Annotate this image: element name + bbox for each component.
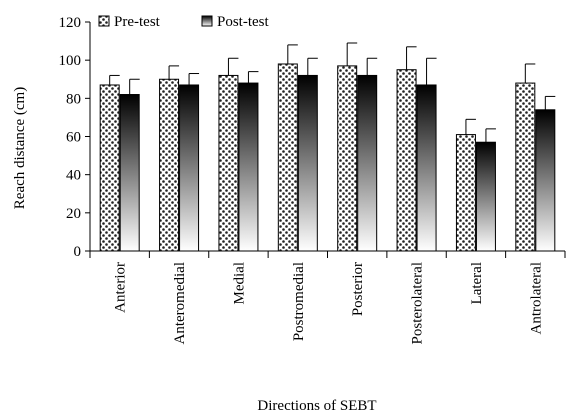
bar-pre-test-postromedial xyxy=(277,63,298,252)
bar-post-test-posterolateral xyxy=(416,84,437,252)
bar-pre-test-lateral xyxy=(455,134,476,252)
category-label-anteromedial: Anteromedial xyxy=(172,262,188,344)
bar-post-test-lateral xyxy=(475,141,496,252)
legend-label-pre-test: Pre-test xyxy=(114,14,161,30)
legend-label-post-test: Post-test xyxy=(217,14,270,30)
bar-post-test-anterior xyxy=(119,94,140,252)
y-axis-ticks: 0 20 40 60 80 100 120 xyxy=(59,15,90,260)
bar-pre-test-antrolateral xyxy=(515,82,536,252)
bar-post-test-postromedial xyxy=(297,74,318,252)
bar-post-test-posterior xyxy=(357,74,378,252)
bar-pre-test-posterolateral xyxy=(396,69,417,252)
y-tick-label: 100 xyxy=(59,53,82,69)
category-label-antrolateral: Antrolateral xyxy=(528,262,544,334)
category-label-posterolateral: Posterolateral xyxy=(410,262,426,344)
category-label-postromedial: Postromedial xyxy=(291,262,307,341)
x-axis-ticks xyxy=(89,251,566,258)
category-label-anterior: Anterior xyxy=(113,262,129,313)
error-bars-layer xyxy=(109,42,556,143)
y-tick-label: 120 xyxy=(59,15,82,31)
bar-post-test-antrolateral xyxy=(535,109,556,252)
category-label-medial: Medial xyxy=(231,262,247,305)
legend-swatch-post-test xyxy=(201,15,213,27)
legend-swatch-pre-test xyxy=(98,15,110,27)
category-labels: Anterior Anteromedial Medial Postromedial Po… xyxy=(113,262,545,344)
x-axis-title: Directions of SEBT xyxy=(257,398,376,414)
category-label-posterior: Posterior xyxy=(350,262,366,316)
y-axis-title: Reach distance (cm) xyxy=(12,87,28,209)
bar-pre-test-medial xyxy=(218,74,239,252)
legend: Pre-test Post-test xyxy=(98,14,270,30)
y-tick-label: 20 xyxy=(66,206,81,222)
y-tick-label: 80 xyxy=(66,91,81,107)
bar-post-test-anteromedial xyxy=(179,84,200,252)
category-label-lateral: Lateral xyxy=(469,262,485,304)
bar-pre-test-posterior xyxy=(337,65,358,252)
y-tick-label: 0 xyxy=(74,244,82,260)
bar-pre-test-anterior xyxy=(99,84,120,252)
bar-pre-test-anteromedial xyxy=(159,78,180,252)
y-tick-label: 60 xyxy=(66,130,81,146)
y-tick-label: 40 xyxy=(66,168,81,184)
bar-post-test-medial xyxy=(238,82,259,252)
bars-layer xyxy=(99,63,556,252)
